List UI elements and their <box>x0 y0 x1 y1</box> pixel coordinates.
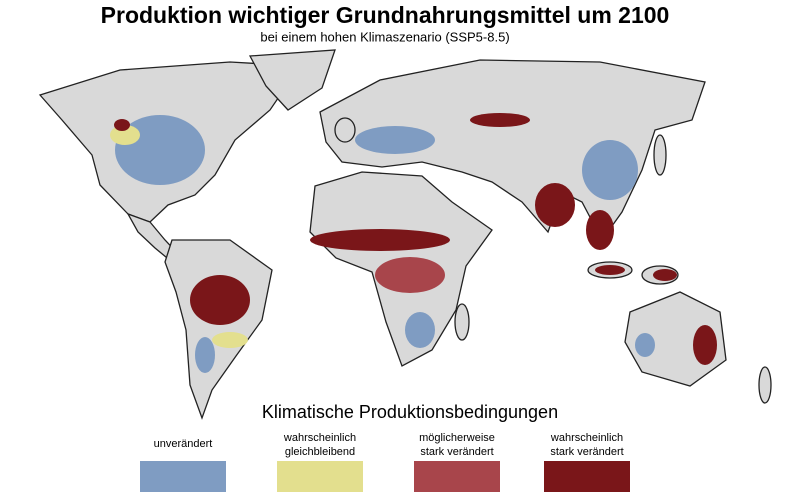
production-area <box>693 325 717 365</box>
madagascar <box>454 303 470 341</box>
legend: unverändert wahrscheinlich gleichbleibend m… <box>140 432 630 492</box>
production-area <box>212 332 248 348</box>
british-isles <box>334 117 356 143</box>
production-area <box>405 312 435 348</box>
new-zealand <box>758 366 772 404</box>
legend-label: unverändert <box>154 438 213 450</box>
legend-title: Klimatische Produktionsbedingungen <box>262 402 558 422</box>
legend-label: wahrscheinlich <box>283 432 356 444</box>
legend-swatch <box>544 461 630 492</box>
production-area <box>595 265 625 275</box>
production-area <box>114 119 130 131</box>
production-area <box>195 337 215 373</box>
legend-swatch <box>277 461 363 492</box>
production-area <box>375 257 445 293</box>
legend-swatch <box>140 461 226 492</box>
production-area <box>355 126 435 154</box>
subtitle: bei einem hohen Klimaszenario (SSP5-8.5) <box>260 29 509 44</box>
legend-label: stark verändert <box>550 446 623 458</box>
title: Produktion wichtiger Grundnahrungsmittel… <box>101 2 670 28</box>
production-area <box>586 210 614 250</box>
legend-label: gleichbleibend <box>285 446 355 458</box>
legend-swatch <box>414 461 500 492</box>
production-area <box>582 140 638 200</box>
greenland <box>248 49 336 111</box>
production-area <box>310 229 450 251</box>
production-area <box>110 125 140 145</box>
production-area <box>470 113 530 127</box>
production-areas <box>110 113 717 373</box>
legend-label: wahrscheinlich <box>550 432 623 444</box>
production-area <box>635 333 655 357</box>
production-area <box>535 183 575 227</box>
production-area <box>190 275 250 325</box>
legend-label: möglicherweise <box>419 432 495 444</box>
legend-label: stark verändert <box>420 446 493 458</box>
world-map <box>38 49 772 420</box>
south-america <box>164 239 273 420</box>
japan <box>653 134 667 176</box>
production-area <box>653 269 677 281</box>
